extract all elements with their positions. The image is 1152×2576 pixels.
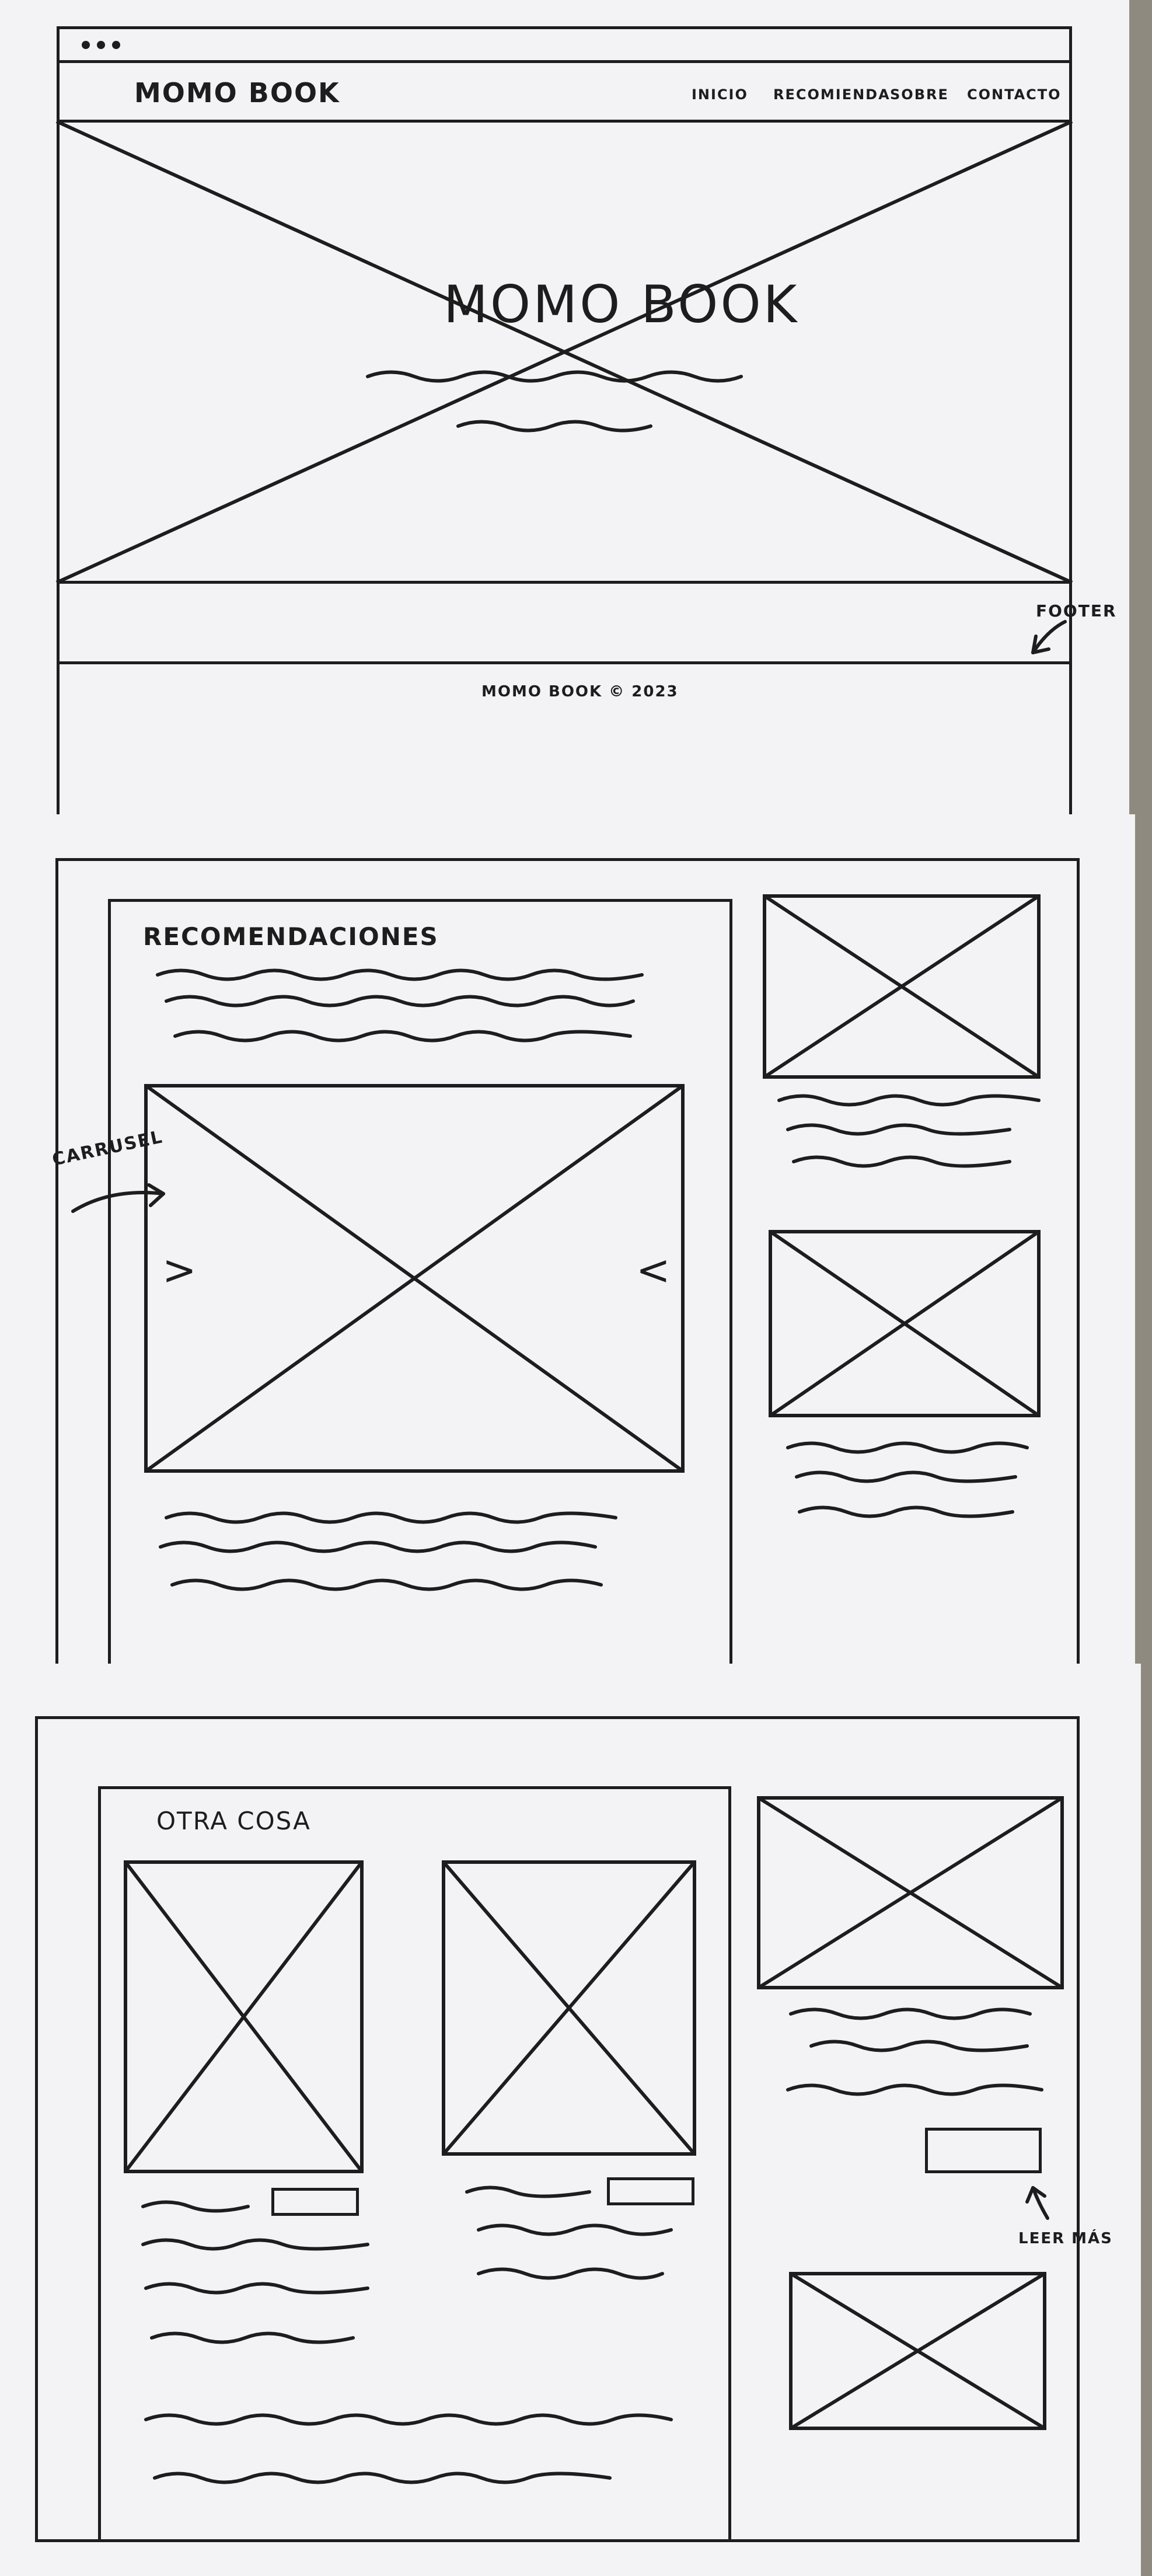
footer-arrow-icon — [1031, 620, 1067, 654]
brand-logo[interactable]: MOMO BOOK — [134, 77, 340, 109]
carousel-caption-line — [159, 1540, 597, 1553]
sidebar-image-placeholder — [769, 1230, 1041, 1417]
card-image-placeholder — [124, 1860, 364, 2173]
sidebar-image-placeholder — [757, 1796, 1064, 1989]
carousel-arrow-icon — [71, 1183, 165, 1213]
page-frame — [35, 1716, 1080, 2542]
card-text-line — [477, 2267, 664, 2280]
header-divider — [57, 120, 1072, 123]
browser-window-frame — [57, 26, 1072, 814]
sidebar-text-line — [792, 1155, 1011, 1168]
carousel-caption-line — [165, 1511, 617, 1524]
nav-link-contacto[interactable]: CONTACTO — [967, 86, 1062, 103]
carousel-image-placeholder[interactable] — [144, 1084, 685, 1473]
window-dot-icon — [112, 41, 120, 49]
card-button[interactable] — [607, 2177, 694, 2205]
hero-text-line — [366, 370, 743, 383]
section-text-line — [144, 2413, 673, 2426]
main-content-panel — [98, 1786, 731, 2542]
card-text-line — [150, 2331, 355, 2344]
card-button[interactable] — [271, 2188, 359, 2216]
sidebar-text-line — [777, 1094, 1041, 1107]
leer-mas-annotation: LEER MÁS — [1018, 2230, 1113, 2247]
sketch-sheet-1 — [0, 0, 1129, 814]
recomendaciones-text-line — [165, 995, 635, 1008]
footer-copyright: MOMO BOOK © 2023 — [481, 683, 679, 700]
otra-cosa-title: OTRA COSA — [156, 1807, 311, 1835]
card-image-placeholder — [442, 1860, 696, 2156]
recomendaciones-title: RECOMENDACIONES — [143, 922, 439, 951]
card-text-line — [477, 2223, 673, 2236]
sidebar-text-line — [795, 1470, 1017, 1483]
sidebar-image-placeholder — [763, 894, 1041, 1079]
hero-title: MOMO BOOK — [444, 274, 800, 334]
sidebar-text-line — [789, 2007, 1032, 2020]
carousel-caption-line — [170, 1578, 603, 1591]
leer-mas-arrow-icon — [1025, 2186, 1049, 2220]
sidebar-text-line — [786, 1441, 1029, 1454]
sidebar-text-line — [798, 1505, 1014, 1518]
window-dot-icon — [82, 41, 90, 49]
main-content-panel — [108, 899, 732, 1664]
recomendaciones-text-line — [156, 968, 644, 981]
page-frame — [55, 858, 1080, 1664]
card-text-line — [465, 2185, 591, 2198]
window-dot-icon — [97, 41, 105, 49]
nav-link-sobre[interactable]: SOBRE — [890, 86, 949, 103]
card-text-line — [144, 2282, 369, 2295]
hero-image-placeholder — [55, 120, 1073, 584]
sidebar-text-line — [809, 2040, 1029, 2052]
sidebar-image-placeholder — [789, 2272, 1046, 2430]
nav-link-inicio[interactable]: INICIO — [692, 86, 748, 103]
leer-mas-button[interactable] — [925, 2128, 1042, 2173]
section-text-line — [153, 2472, 612, 2484]
carousel-next-arrow[interactable]: < — [636, 1246, 672, 1294]
browser-titlebar-divider — [57, 60, 1072, 63]
hero-text-line — [456, 420, 652, 433]
recomendaciones-text-line — [173, 1030, 632, 1043]
sidebar-text-line — [786, 2083, 1043, 2096]
footer-annotation: FOOTER — [1036, 601, 1117, 621]
nav-link-recomienda[interactable]: RECOMIENDA — [773, 86, 891, 103]
sidebar-text-line — [786, 1123, 1011, 1136]
card-text-line — [141, 2200, 250, 2213]
card-text-line — [141, 2238, 369, 2251]
footer-top-divider — [57, 581, 1072, 584]
sketch-sheet-3 — [0, 1664, 1141, 2576]
footer-divider — [57, 661, 1072, 664]
carousel-prev-arrow[interactable]: > — [162, 1246, 198, 1294]
